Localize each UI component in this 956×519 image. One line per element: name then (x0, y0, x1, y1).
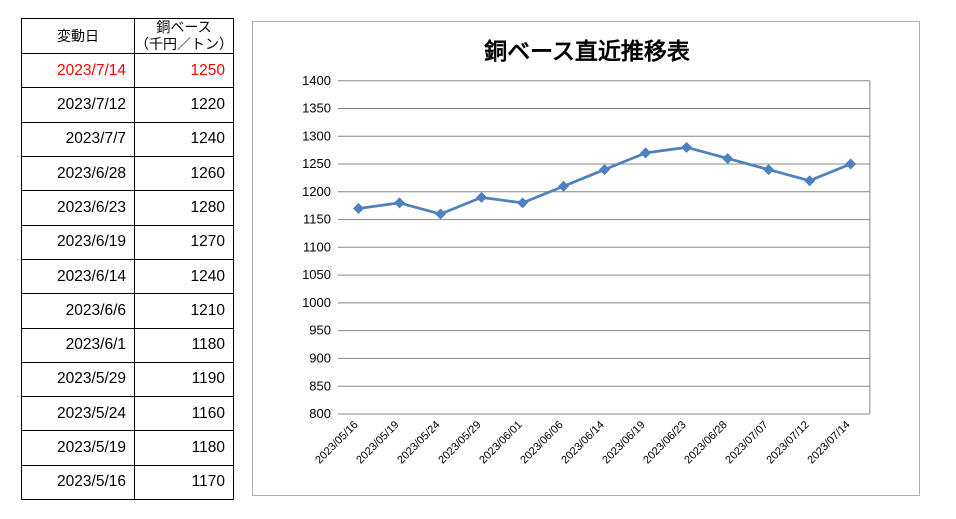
svg-text:1100: 1100 (303, 239, 331, 254)
svg-text:2023/06/06: 2023/06/06 (518, 419, 565, 466)
svg-text:1350: 1350 (302, 100, 331, 115)
svg-text:2023/06/28: 2023/06/28 (682, 419, 729, 466)
svg-text:1300: 1300 (302, 128, 331, 143)
svg-text:2023/07/14: 2023/07/14 (805, 419, 852, 466)
svg-text:1000: 1000 (302, 295, 331, 310)
svg-text:1050: 1050 (302, 267, 331, 282)
svg-text:2023/07/07: 2023/07/07 (723, 419, 770, 466)
svg-text:2023/06/23: 2023/06/23 (641, 419, 688, 466)
svg-text:900: 900 (309, 350, 331, 365)
svg-text:950: 950 (309, 322, 331, 337)
svg-text:800: 800 (309, 406, 331, 421)
svg-text:1200: 1200 (302, 184, 331, 199)
svg-text:2023/05/19: 2023/05/19 (354, 419, 401, 466)
svg-text:2023/06/19: 2023/06/19 (600, 419, 647, 466)
svg-text:2023/06/01: 2023/06/01 (477, 419, 524, 466)
svg-text:1250: 1250 (302, 156, 331, 171)
svg-text:2023/05/29: 2023/05/29 (436, 419, 483, 466)
svg-text:2023/07/12: 2023/07/12 (764, 419, 811, 466)
svg-text:850: 850 (309, 378, 331, 393)
svg-text:2023/05/16: 2023/05/16 (313, 419, 360, 466)
svg-text:1150: 1150 (303, 211, 331, 226)
svg-text:2023/06/14: 2023/06/14 (559, 419, 606, 466)
svg-text:2023/05/24: 2023/05/24 (395, 419, 442, 466)
svg-text:1400: 1400 (302, 72, 331, 87)
